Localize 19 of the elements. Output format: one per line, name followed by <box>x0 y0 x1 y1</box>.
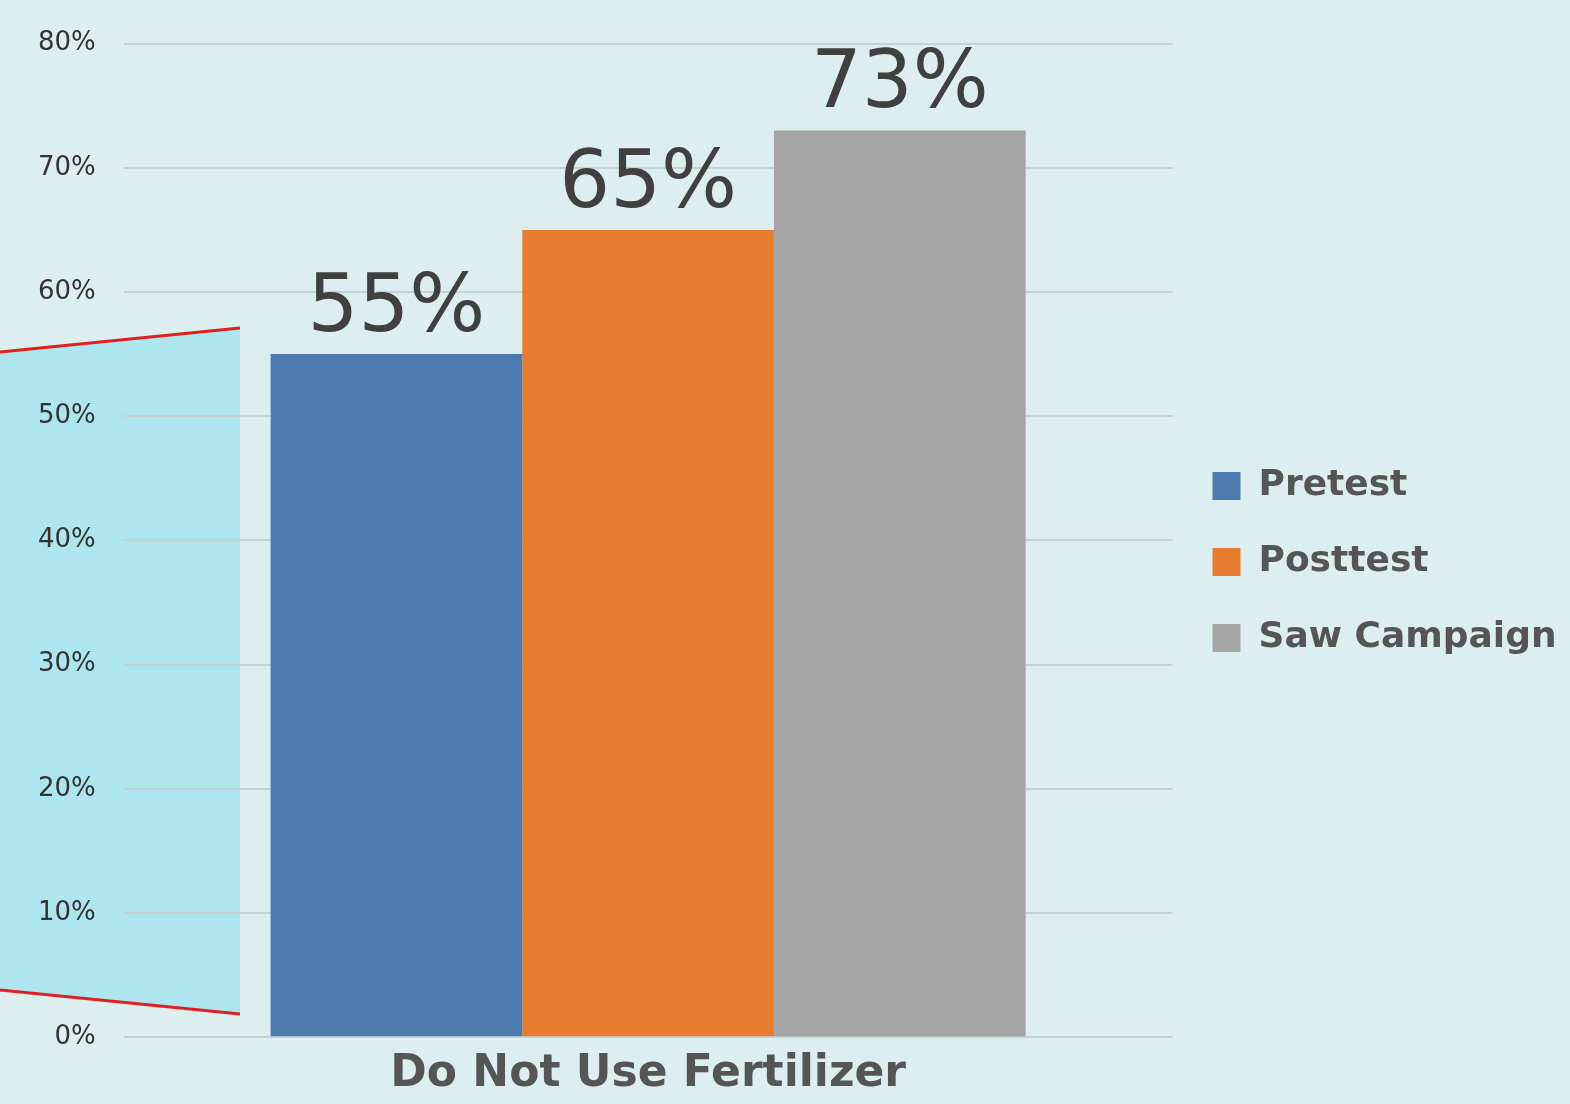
y-tick-label: 50% <box>37 398 96 429</box>
legend-label: Saw Campaign <box>1258 614 1557 656</box>
legend-label: Posttest <box>1258 538 1429 580</box>
y-tick-label: 80% <box>37 26 96 57</box>
y-tick-label: 30% <box>37 647 96 678</box>
data-label: 55% <box>307 256 486 350</box>
y-tick-label: 0% <box>54 1019 96 1050</box>
bar <box>773 130 1026 1037</box>
x-tick-label: Do Not Use Fertilizer <box>390 1045 907 1097</box>
legend-label: Pretest <box>1258 462 1408 504</box>
bar <box>522 229 774 1037</box>
data-label: 73% <box>810 33 989 127</box>
y-tick-label: 40% <box>37 523 96 554</box>
y-tick-label: 70% <box>37 150 96 181</box>
y-tick-label: 60% <box>37 274 96 305</box>
y-tick-label: 10% <box>37 895 96 926</box>
bar <box>270 354 523 1037</box>
data-label: 65% <box>559 132 738 226</box>
y-tick-label: 20% <box>37 771 96 802</box>
